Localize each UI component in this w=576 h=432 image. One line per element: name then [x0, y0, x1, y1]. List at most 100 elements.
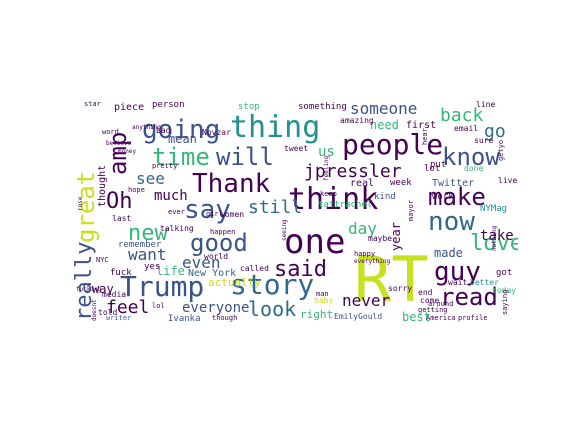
word-doesnt: doesnt — [91, 299, 98, 321]
word-need: need — [370, 118, 399, 132]
word-believe: believe — [106, 140, 132, 147]
word-nymag: NYMag — [480, 204, 508, 214]
word-better: better — [470, 278, 499, 287]
word-getting: getting — [418, 306, 448, 314]
word-guy: guy — [434, 257, 481, 287]
word-thought: thought — [97, 164, 108, 207]
word-feeling: feeling — [323, 155, 330, 181]
word-world: world — [204, 252, 229, 261]
word-novzar: Novzar — [202, 128, 231, 137]
word-amazing: amazing — [340, 116, 374, 125]
word-work: work — [432, 192, 454, 202]
word-right: right — [300, 308, 334, 321]
word-still: still — [248, 197, 303, 218]
word-look: look — [248, 297, 297, 321]
word-going: going — [142, 115, 221, 145]
word-made: made — [434, 246, 463, 260]
word-hear: hear — [421, 128, 429, 145]
word-emilygould: EmilyGould — [334, 312, 383, 321]
word-much: much — [154, 188, 188, 204]
word-live: live — [498, 176, 518, 185]
word-put: put — [430, 160, 447, 170]
word-man: man — [316, 290, 329, 298]
word-media: media — [102, 290, 127, 299]
word-saying: saying — [501, 289, 509, 315]
word-people: people — [342, 128, 444, 161]
word-fucking: fucking — [76, 286, 102, 293]
word-story: story — [230, 268, 315, 301]
word-profile: profile — [458, 314, 488, 322]
word-hope: hope — [128, 186, 145, 194]
word-good: good — [190, 229, 248, 257]
word-person: person — [152, 101, 185, 110]
word-pretty: pretty — [152, 162, 178, 170]
word-talking: talking — [160, 224, 194, 233]
word-oh: Oh — [106, 189, 133, 214]
word-thing: thing — [230, 110, 321, 145]
word-mean: mean — [168, 132, 197, 146]
word-got: got — [496, 268, 513, 278]
word-nyc: NYC — [96, 256, 109, 264]
word-go: go — [484, 121, 506, 142]
word-jpressler: jpressler — [304, 161, 402, 182]
word-one: one — [284, 222, 346, 262]
word-seeing: seeing — [281, 219, 288, 241]
word-life: life — [156, 264, 185, 278]
word-even: even — [182, 253, 221, 272]
word-make: make — [428, 183, 486, 211]
word-say: say — [184, 195, 231, 225]
word-sorry: sorry — [388, 284, 413, 293]
word-fuck: fuck — [110, 268, 132, 278]
word-around: around — [428, 300, 454, 308]
word-done: done — [464, 164, 484, 173]
word-actually: actually — [208, 276, 261, 289]
word-something: something — [298, 102, 347, 112]
word-mayor: mayor — [407, 199, 415, 221]
word-rose: rose — [77, 196, 84, 211]
word-baby: baby — [314, 296, 334, 305]
word-never: never — [342, 291, 391, 310]
word-star: star — [84, 101, 101, 108]
word-remember: remember — [118, 240, 162, 250]
word-everyone: everyone — [182, 300, 250, 316]
word-nothing: nothing — [491, 225, 498, 251]
word-rt: RT — [354, 243, 429, 316]
word-year: year — [389, 222, 403, 251]
word-happy: happy — [354, 250, 376, 258]
word-keep: keep — [320, 190, 337, 198]
word-today: today — [492, 286, 517, 295]
word-us: us — [318, 144, 335, 160]
word-getyo: getyo — [497, 139, 505, 161]
word-kind: kind — [374, 192, 396, 202]
word-will: will — [216, 143, 274, 171]
word-stop: stop — [238, 102, 260, 112]
word-ivanka: Ivanka — [168, 314, 201, 324]
word-cloud: RT one think people thing going Trump st… — [72, 101, 518, 325]
word-want: want — [128, 245, 167, 264]
word-real: real — [350, 178, 375, 189]
word-time: time — [152, 143, 210, 171]
word-feel: feel — [106, 297, 150, 318]
word-see: see — [136, 169, 165, 188]
word-ever: ever — [168, 208, 185, 216]
word-new: new — [128, 221, 168, 246]
word-everything: everything — [354, 258, 391, 265]
word-tattrachel: tattrachel — [318, 200, 373, 210]
word-money: money — [118, 148, 137, 155]
word-amp: amp — [104, 131, 132, 175]
word-think: think — [288, 182, 379, 217]
word-love: love — [470, 231, 518, 256]
word-lot: lot — [424, 164, 441, 174]
word-someone: someone — [350, 101, 418, 118]
word-back: back — [440, 105, 484, 126]
word-called: called — [240, 264, 269, 273]
word-end: end — [418, 288, 433, 297]
word-last: last — [112, 214, 132, 223]
word-line: line — [476, 101, 496, 109]
word-writer: writer — [106, 314, 132, 322]
word-girl: girl — [206, 210, 223, 218]
word-yes: yes — [144, 262, 161, 272]
word-first: first — [406, 120, 437, 131]
word-take: take — [480, 228, 514, 244]
word-now: now — [428, 207, 475, 237]
